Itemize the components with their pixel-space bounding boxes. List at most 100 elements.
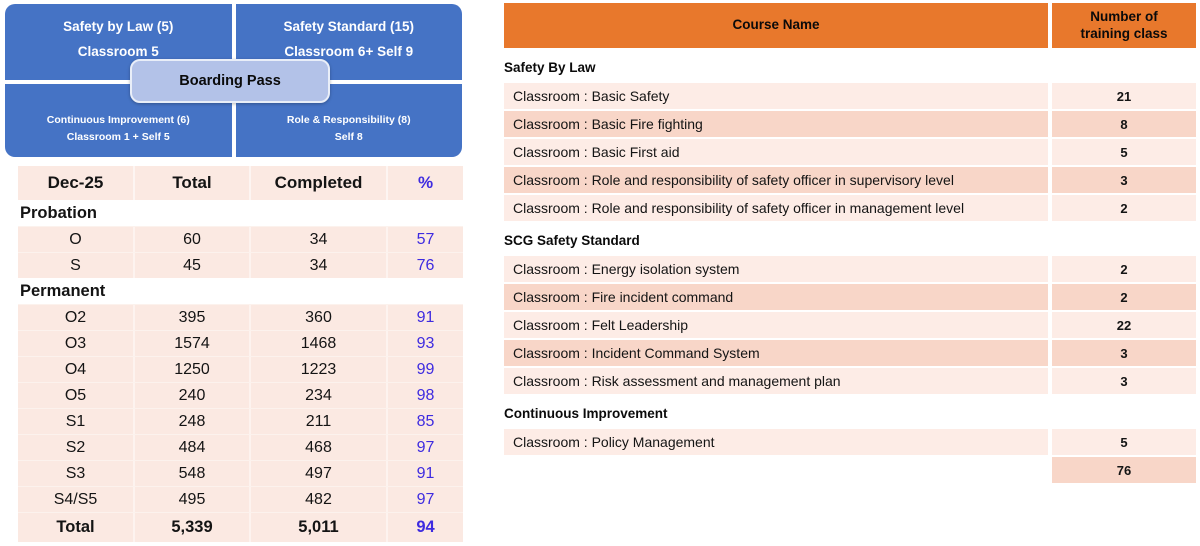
course-name-cell: Classroom : Basic Safety (504, 83, 1048, 109)
course-row: Classroom : Role and responsibility of s… (504, 167, 1196, 193)
course-count-cell: 2 (1052, 195, 1196, 221)
summary-cell-group: O5 (18, 383, 135, 408)
summary-data-row: S 45 34 76 (18, 252, 463, 278)
summary-cell-value: 248 (135, 409, 251, 434)
summary-cell-group: S2 (18, 435, 135, 460)
summary-cell-value: 482 (251, 487, 388, 512)
summary-cell-group: O3 (18, 331, 135, 356)
summary-cell-group: S1 (18, 409, 135, 434)
quadrant-safety-standard: Safety Standard (15) Classroom 6+ Self 9 (235, 4, 462, 80)
summary-data-row: O3 1574 1468 93 (18, 330, 463, 356)
course-name-cell: Classroom : Fire incident command (504, 284, 1048, 310)
summary-data-row: S4/S5 495 482 97 (18, 486, 463, 512)
quadrant-title: Safety by Law (5) (63, 19, 174, 35)
quadrant-subtitle: Classroom 5 (77, 43, 159, 59)
summary-header-percent: % (417, 173, 434, 192)
summary-cell-value: 240 (135, 383, 251, 408)
summary-cell-value: 468 (251, 435, 388, 460)
summary-cell-percent: 85 (416, 412, 435, 430)
course-table-body: Safety By Law Classroom : Basic Safety 21 C… (504, 57, 1196, 483)
summary-cell-value: 497 (251, 461, 388, 486)
course-name-cell: Classroom : Basic Fire fighting (504, 111, 1048, 137)
boarding-pass-badge: Boarding Pass (130, 59, 330, 103)
summary-cell-value: 5,011 (251, 513, 388, 542)
course-row: Classroom : Felt Leadership 22 (504, 312, 1196, 338)
course-count-cell: 5 (1052, 139, 1196, 165)
course-header-row: Course Name Number of training class (504, 3, 1196, 48)
summary-cell-value: 548 (135, 461, 251, 486)
course-name-cell-empty (504, 457, 1048, 483)
course-list-table: Course Name Number of training class Saf… (504, 3, 1196, 485)
quadrant-title: Safety Standard (15) (283, 19, 415, 35)
course-count-cell: 21 (1052, 83, 1196, 109)
course-count-cell: 3 (1052, 368, 1196, 394)
course-count-cell: 2 (1052, 284, 1196, 310)
course-count-cell: 22 (1052, 312, 1196, 338)
course-count-cell: 2 (1052, 256, 1196, 282)
summary-cell-value: 495 (135, 487, 251, 512)
summary-data-row: O 60 34 57 (18, 226, 463, 252)
summary-cell-value: 5,339 (135, 513, 251, 542)
course-row: Classroom : Energy isolation system 2 (504, 256, 1196, 282)
course-count-cell: 5 (1052, 429, 1196, 455)
summary-header-month: Dec-25 (18, 166, 135, 200)
course-header-number: Number of training class (1052, 3, 1196, 48)
summary-header-completed: Completed (251, 166, 388, 200)
course-row: Classroom : Basic First aid 5 (504, 139, 1196, 165)
summary-header-total: Total (135, 166, 251, 200)
summary-cell-percent: 93 (416, 334, 435, 352)
summary-cell-value: 211 (251, 409, 388, 434)
summary-data-row: O2 395 360 91 (18, 304, 463, 330)
course-count-cell: 3 (1052, 167, 1196, 193)
summary-data-row: O5 240 234 98 (18, 382, 463, 408)
summary-cell-percent: 99 (416, 360, 435, 378)
course-row: Classroom : Fire incident command 2 (504, 284, 1196, 310)
summary-cell-value: 484 (135, 435, 251, 460)
course-name-cell: Classroom : Basic First aid (504, 139, 1048, 165)
course-name-cell: Classroom : Energy isolation system (504, 256, 1048, 282)
course-row: Classroom : Role and responsibility of s… (504, 195, 1196, 221)
summary-cell-value: 34 (251, 253, 388, 278)
training-summary-table: Dec-25 Total Completed % Probation O 60 34 5… (18, 166, 463, 542)
quadrant-title: Continuous Improvement (6) (46, 113, 190, 126)
summary-section-label: Permanent (18, 278, 463, 304)
summary-cell-value: 1468 (251, 331, 388, 356)
summary-header-row: Dec-25 Total Completed % (18, 166, 463, 200)
summary-cell-percent: 91 (416, 308, 435, 326)
summary-cell-percent: 91 (416, 464, 435, 482)
course-grand-total-row: 76 (504, 457, 1196, 483)
course-row: Classroom : Basic Fire fighting 8 (504, 111, 1196, 137)
summary-cell-value: 45 (135, 253, 251, 278)
course-name-cell: Classroom : Policy Management (504, 429, 1048, 455)
summary-cell-group: Total (18, 513, 135, 542)
summary-cell-group: O (18, 227, 135, 252)
quadrant-subtitle: Classroom 6+ Self 9 (284, 43, 414, 59)
quadrant-subtitle: Classroom 1 + Self 5 (66, 131, 170, 144)
summary-cell-percent: 57 (416, 230, 435, 248)
course-row: Classroom : Basic Safety 21 (504, 83, 1196, 109)
summary-total-row: Total 5,339 5,011 94 (18, 512, 463, 542)
boarding-pass-label: Boarding Pass (179, 73, 281, 89)
course-name-cell: Classroom : Role and responsibility of s… (504, 167, 1048, 193)
course-row: Classroom : Risk assessment and manageme… (504, 368, 1196, 394)
summary-cell-value: 34 (251, 227, 388, 252)
course-name-cell: Classroom : Role and responsibility of s… (504, 195, 1048, 221)
summary-cell-percent: 98 (416, 386, 435, 404)
summary-cell-value: 1223 (251, 357, 388, 382)
summary-section-label: Probation (18, 200, 463, 226)
course-count-cell: 3 (1052, 340, 1196, 366)
summary-cell-percent: 97 (416, 490, 435, 508)
summary-data-row: S1 248 211 85 (18, 408, 463, 434)
summary-cell-value: 360 (251, 305, 388, 330)
summary-data-row: S3 548 497 91 (18, 460, 463, 486)
course-name-cell: Classroom : Risk assessment and manageme… (504, 368, 1048, 394)
summary-cell-group: S3 (18, 461, 135, 486)
course-section-label: Safety By Law (504, 60, 596, 75)
summary-cell-value: 60 (135, 227, 251, 252)
summary-cell-value: 234 (251, 383, 388, 408)
summary-cell-percent: 76 (416, 256, 435, 274)
course-section-label: SCG Safety Standard (504, 233, 640, 248)
summary-data-row: S2 484 468 97 (18, 434, 463, 460)
summary-cell-group: S (18, 253, 135, 278)
